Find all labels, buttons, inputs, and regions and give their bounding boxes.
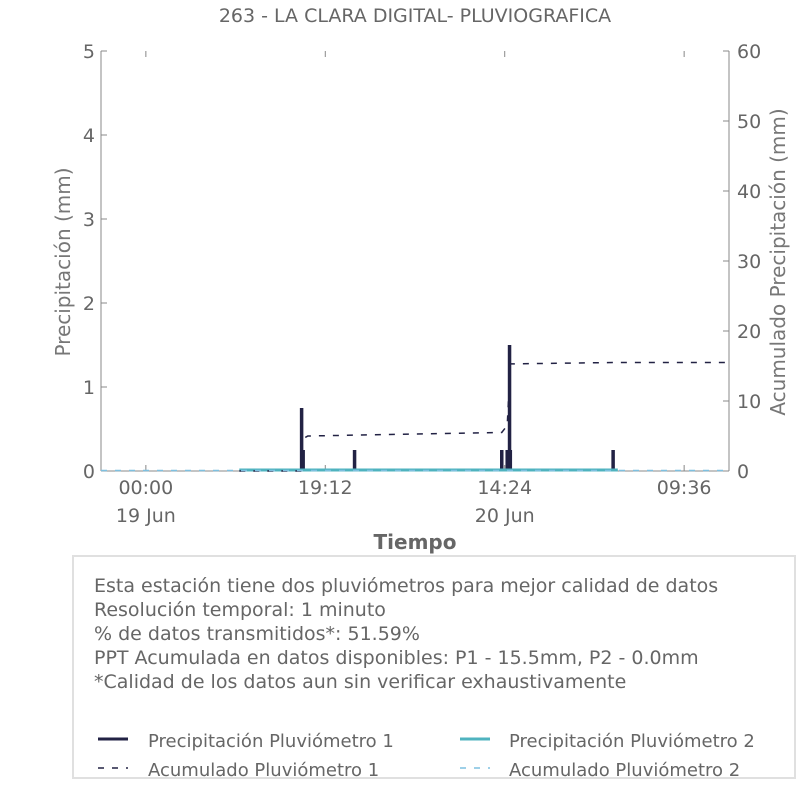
legend-label-acum2: Acumulado Pluviómetro 2 [509,760,741,781]
info-line: PPT Acumulada en datos disponibles: P1 -… [94,647,699,669]
precip-bar-p1 [508,450,513,471]
y-tick-label: 4 [83,125,95,147]
y-tick-label: 3 [83,209,95,231]
precip-bar-p1 [505,450,509,471]
x-tick-label: 14:24 [477,477,532,499]
legend-label-p1: Precipitación Pluviómetro 1 [148,731,394,752]
precip-bar-p1 [299,408,304,471]
legend-label-acum1: Acumulado Pluviómetro 1 [148,760,380,781]
legend-swatch-acum1 [98,767,128,769]
y2-tick-label: 30 [737,251,761,273]
chart: 263 - LA CLARA DIGITAL- PLUVIOGRAFICA 01… [51,5,790,554]
precip-bar-p1 [507,345,512,471]
x-tick-sublabel: 20 Jun [475,505,535,527]
x-axis-label: Tiempo [374,530,457,554]
y2-tick-label: 20 [737,321,761,343]
legend-swatch-p1 [98,737,128,741]
y2-tick-label: 40 [737,181,761,203]
info-line: Esta estación tiene dos pluviómetros par… [94,575,719,597]
x-tick-sublabel: 19 Jun [116,505,176,527]
y-tick-label: 2 [83,293,95,315]
legend-label-p2: Precipitación Pluviómetro 2 [509,731,755,752]
chart-title: 263 - LA CLARA DIGITAL- PLUVIOGRAFICA [219,5,611,27]
y-tick-label: 0 [83,461,95,483]
info-line: *Calidad de los datos aun sin verificar … [94,671,627,693]
precip-bar-p1 [611,450,615,471]
y2-tick-label: 60 [737,41,761,63]
x-tick-label: 09:36 [657,477,712,499]
acum-line-p1 [239,361,729,472]
y2-tick-label: 10 [737,391,761,413]
y2-tick-label: 50 [737,111,761,133]
y2-axis-label: Acumulado Precipitación (mm) [766,108,790,415]
y-axis-label: Precipitación (mm) [51,167,75,356]
info-box: Esta estación tiene dos pluviómetros par… [72,555,796,781]
y-tick-label: 5 [83,41,95,63]
precip-bar-p1 [352,450,357,471]
precip-bar-p1 [500,450,504,471]
info-line: % de datos transmitidos*: 51.59% [94,623,420,645]
legend-swatch-p2 [460,737,490,741]
precip-bar-p1 [301,450,305,471]
y2-tick-label: 0 [737,461,749,483]
legend-swatch-acum2 [460,767,490,769]
x-tick-label: 19:12 [298,477,353,499]
y-tick-label: 1 [83,377,95,399]
info-line: Resolución temporal: 1 minuto [94,599,386,621]
x-tick-label: 00:00 [118,477,173,499]
